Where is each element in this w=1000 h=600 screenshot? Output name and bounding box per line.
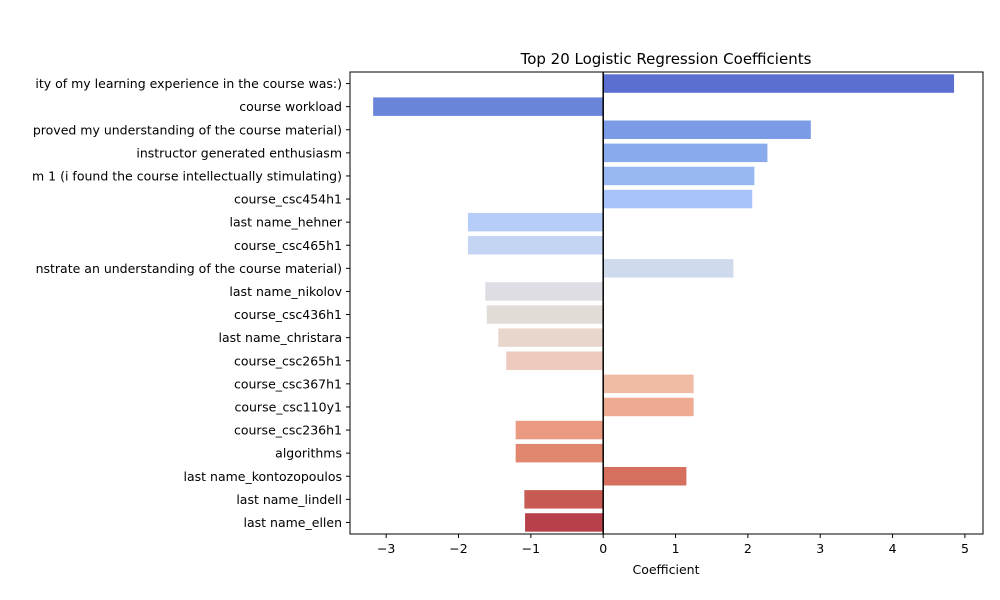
y-tick-label: last name_lindell	[236, 492, 342, 507]
bar	[603, 74, 955, 93]
bar	[525, 513, 604, 532]
y-tick-label: course workload	[239, 99, 342, 114]
bar	[498, 328, 604, 347]
bar	[373, 97, 604, 116]
bar	[603, 259, 734, 278]
y-tick-label: instructor generated enthusiasm	[136, 145, 342, 160]
bar	[603, 189, 753, 209]
bar	[524, 490, 604, 509]
bar	[603, 143, 768, 163]
bar	[603, 374, 694, 394]
chart-title: Top 20 Logistic Regression Coefficients	[520, 50, 812, 68]
y-tick-label: m 1 (i found the course intellectually s…	[32, 168, 342, 183]
y-tick-label: last name_hehner	[229, 215, 342, 230]
x-tick-label: 3	[816, 541, 824, 556]
bar	[467, 212, 604, 232]
y-tick-label: course_csc367h1	[234, 376, 342, 391]
x-tick-label: −1	[522, 541, 540, 556]
y-tick-label: proved my understanding of the course ma…	[33, 122, 342, 137]
bar	[485, 282, 604, 301]
bar	[603, 166, 755, 186]
y-tick-label: ity of my learning experience in the cou…	[35, 76, 342, 91]
bar	[486, 305, 604, 324]
y-tick-label: last name_kontozopoulos	[184, 469, 342, 484]
bar	[467, 236, 604, 255]
bar	[515, 420, 604, 440]
x-axis: −3 −2 −1 0 1 2 3 4 5	[377, 534, 969, 556]
y-tick-label: last name_ellen	[244, 515, 342, 530]
y-axis: ity of my learning experience in the cou…	[32, 76, 350, 530]
y-tick-label: course_csc454h1	[234, 192, 342, 207]
y-tick-label: nstrate an understanding of the course m…	[36, 261, 342, 276]
bar	[515, 443, 604, 463]
x-tick-label: 4	[889, 541, 897, 556]
x-tick-label: −3	[377, 541, 395, 556]
x-tick-label: 5	[961, 541, 969, 556]
y-tick-label: algorithms	[275, 446, 342, 461]
x-tick-label: 0	[599, 541, 607, 556]
bar	[603, 397, 694, 417]
y-tick-label: last name_nikolov	[229, 284, 342, 299]
y-tick-label: course_csc465h1	[234, 238, 342, 253]
bar	[506, 351, 604, 370]
y-tick-label: course_csc110y1	[234, 399, 342, 414]
bars-group	[373, 74, 955, 532]
x-tick-label: −2	[449, 541, 467, 556]
x-tick-label: 2	[744, 541, 752, 556]
x-tick-label: 1	[672, 541, 680, 556]
y-tick-label: course_csc436h1	[234, 307, 342, 322]
y-tick-label: course_csc265h1	[234, 353, 342, 368]
bar	[603, 120, 811, 139]
bar	[603, 467, 687, 486]
plot-area-frame	[349, 71, 984, 535]
y-tick-label: last name_christara	[219, 330, 343, 345]
x-axis-label: Coefficient	[632, 562, 699, 577]
y-tick-label: course_csc236h1	[234, 423, 342, 438]
